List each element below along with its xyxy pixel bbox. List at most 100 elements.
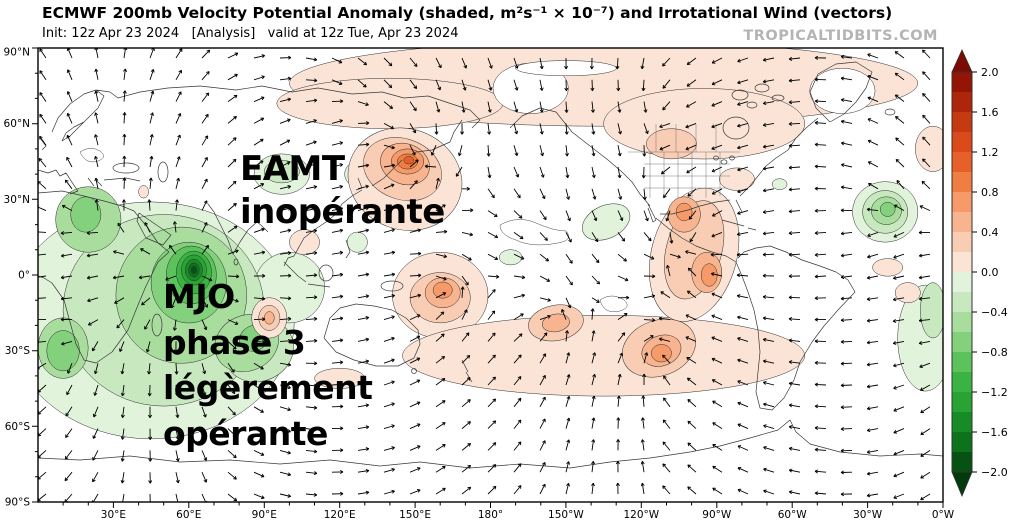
colorbar-segment [952, 292, 972, 312]
anomaly-region [46, 330, 80, 372]
lon-tick-label: 150°W [548, 509, 584, 521]
coastline-new-guinea [380, 280, 404, 292]
lon-tick-label: 120°E [324, 509, 356, 521]
colorbar-segment [952, 212, 972, 232]
colorbar-segment [952, 372, 972, 392]
lat-tick-label: 0° [18, 270, 30, 282]
anomaly-region [646, 128, 697, 160]
colorbar-segment [952, 72, 972, 92]
anomaly-region [719, 167, 755, 191]
lat-tick-label: 60°N [4, 118, 30, 130]
anomaly-region [190, 265, 197, 275]
colorbar-segment [952, 132, 972, 152]
lon-tick-label: 30°W [853, 509, 883, 521]
coastline-arctic-island [746, 101, 758, 109]
anomaly-region [915, 125, 943, 172]
anomaly-region [289, 229, 320, 256]
lon-tick-label: 150°E [399, 509, 431, 521]
anomaly-region [651, 344, 672, 363]
colorbar-ticks [972, 71, 977, 473]
lon-tick-label: 90°E [252, 509, 277, 521]
colorbar-segment [952, 172, 972, 192]
axis-ticks [32, 47, 944, 508]
colorbar-tick-label: −1.2 [981, 386, 1008, 399]
us-state-borders [628, 124, 740, 198]
anomaly-region [879, 202, 896, 217]
wind-vector-layer [38, 48, 931, 502]
anomaly-region [314, 368, 366, 389]
coastline-iceland [884, 108, 896, 116]
anomaly-region [346, 231, 368, 253]
colorbar-segment [952, 92, 972, 112]
colorbar-tick-label: −0.8 [981, 346, 1008, 359]
coastline-great-lake [720, 159, 728, 165]
lon-tick-label: 120°W [623, 509, 659, 521]
wind-vector-shafts [38, 48, 931, 502]
colorbar-segment [952, 312, 972, 332]
lon-tick-label: 0°W [932, 509, 955, 521]
anomaly-region [894, 282, 921, 304]
axes-layer: 30°E 60°E 90°E 120°E 150°E 180° 150°W 120°W 90°W… [4, 47, 955, 522]
colorbar-segment [952, 252, 972, 272]
coastline-antarctica [38, 419, 943, 469]
colorbar-tick-label: 0.0 [981, 266, 999, 279]
lon-tick-label: 180° [478, 509, 503, 521]
coastline-greenland [809, 61, 873, 123]
colorbar: 2.0 1.6 1.2 0.8 0.4 0.0 −0.4 −0.8 −1.2 −1.6 −2.0 [951, 49, 1008, 498]
wind-vector-heads [38, 48, 926, 502]
lon-tick-label: 30°E [101, 509, 126, 521]
colorbar-segment [952, 232, 972, 252]
anomaly-region [499, 249, 523, 266]
coastline-layer [38, 61, 943, 469]
coastline-great-lake [713, 155, 719, 161]
coastline-africa-eurasia [38, 85, 481, 364]
anomaly-region [541, 313, 570, 333]
coastline-madagascar [151, 313, 163, 337]
lat-tick-label: 90°N [4, 47, 30, 59]
coastline-arctic-island [771, 94, 785, 102]
lat-tick-label: 90°S [5, 497, 31, 509]
coastline-arctic-island [731, 89, 749, 101]
lon-tick-label: 90°W [702, 509, 732, 521]
anomaly-region [263, 160, 300, 184]
anomaly-region [582, 203, 631, 241]
colorbar-segment [952, 452, 972, 472]
colorbar-segment [952, 412, 972, 432]
coastline-borneo [318, 264, 334, 282]
anomaly-region [432, 281, 453, 299]
coastline-caspian-sea [157, 161, 169, 183]
colorbar-segment [952, 152, 972, 172]
colorbar-tick-label: −1.6 [981, 426, 1008, 439]
lon-tick-label: 60°E [176, 509, 201, 521]
colorbar-tick-label: 0.8 [981, 186, 999, 199]
lat-tick-label: 30°N [4, 194, 30, 206]
tropicaltidbits-watermark: TROPICALTIDBITS.COM [743, 28, 938, 44]
anomaly-region [402, 315, 805, 397]
chart-title: ECMWF 200mb Velocity Potential Anomaly (… [42, 4, 893, 22]
colorbar-segment [952, 112, 972, 132]
colorbar-tick-label: 0.4 [981, 226, 999, 239]
colorbar-tick-label: 1.2 [981, 146, 999, 159]
colorbar-tick-label: 2.0 [981, 66, 999, 79]
anomaly-region [920, 282, 943, 339]
coastline-arctic-island [754, 83, 770, 93]
anomaly-region [771, 178, 788, 190]
anomaly-region [603, 88, 806, 160]
anomaly-region [138, 185, 149, 199]
coastline-hudson-bay [722, 116, 750, 140]
zero-contour-squiggles [79, 148, 628, 313]
coastline-sri-lanka [233, 258, 239, 266]
colorbar-tick-label: −2.0 [981, 466, 1008, 479]
lat-tick-label: 60°S [5, 421, 31, 433]
coastline-tasmania [411, 368, 417, 374]
colorbar-bottom-arrow [951, 471, 973, 498]
anomaly-region [872, 258, 904, 277]
colorbar-tick-label: −0.4 [981, 306, 1008, 319]
anomaly-region [700, 263, 718, 287]
colorbar-segment [952, 332, 972, 352]
lat-tick-label: 30°S [5, 345, 31, 357]
colorbar-segment [952, 392, 972, 412]
colorbar-segment [952, 432, 972, 452]
